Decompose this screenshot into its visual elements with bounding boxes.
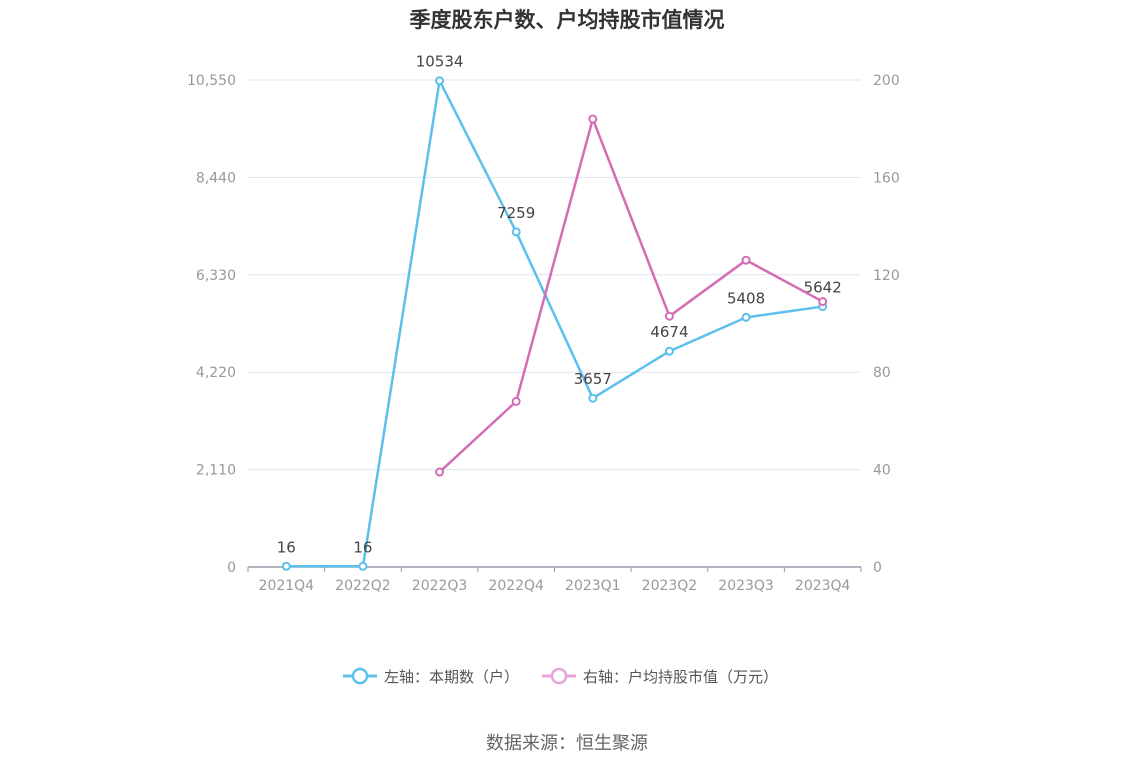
left-axis-tick-label: 0: [227, 560, 236, 576]
avg-holding-value-point: [511, 396, 521, 406]
left-axis-tick-label: 6,330: [196, 268, 236, 284]
right-axis-tick-label: 40: [873, 463, 891, 479]
shareholder-count-point: [358, 561, 368, 571]
avg-holding-value-point: [741, 255, 751, 265]
right-axis-tick-label: 200: [873, 73, 900, 89]
avg-holding-value-point: [818, 297, 828, 307]
left-axis-tick-label: 4,220: [196, 365, 236, 381]
shareholder-count-point: [281, 561, 291, 571]
legend-swatch-marker: [550, 667, 568, 685]
x-axis-tick-label: 2023Q4: [795, 578, 851, 594]
data-source: 数据来源：恒生聚源: [486, 733, 648, 754]
right-axis-tick-label: 0: [873, 560, 882, 576]
shareholder-count-point: [664, 346, 674, 356]
x-axis-tick-label: 2023Q2: [642, 578, 698, 594]
legend-label: 左轴：本期数（户）: [384, 668, 519, 686]
x-axis-tick-label: 2023Q1: [565, 578, 621, 594]
shareholder-count-point: [435, 76, 445, 86]
data-label: 10534: [416, 53, 464, 71]
data-label: 16: [353, 538, 372, 556]
x-axis-tick-label: 2022Q4: [488, 578, 544, 594]
shareholder-count-point: [588, 393, 598, 403]
x-axis-tick-label: 2023Q3: [718, 578, 774, 594]
shareholder-count-point: [511, 227, 521, 237]
data-label: 5408: [727, 289, 765, 307]
legend-label: 右轴：户均持股市值（万元）: [583, 668, 778, 686]
avg-holding-value-line: [438, 117, 824, 473]
data-label: 7259: [497, 204, 535, 222]
right-axis-tick-label: 80: [873, 365, 891, 381]
x-axis-tick-label: 2021Q4: [259, 578, 315, 594]
left-axis-tick-label: 10,550: [187, 73, 236, 89]
avg-holding-value-point: [435, 467, 445, 477]
avg-holding-value-point: [588, 114, 598, 124]
data-label: 3657: [574, 370, 612, 388]
avg-holding-value-point: [664, 311, 674, 321]
x-axis-tick-label: 2022Q3: [412, 578, 468, 594]
left-axis-tick-label: 8,440: [196, 170, 236, 186]
shareholder-count-point: [741, 312, 751, 322]
right-axis-tick-label: 160: [873, 170, 900, 186]
legend-swatch-marker: [351, 667, 369, 685]
shareholder-count-line: [286, 79, 823, 568]
data-label: 5642: [804, 279, 842, 297]
data-label: 16: [277, 538, 296, 556]
left-axis-tick-label: 2,110: [196, 463, 236, 479]
chart-title: 季度股东户数、户均持股市值情况: [409, 8, 725, 32]
right-axis-tick-label: 120: [873, 268, 900, 284]
data-label: 4674: [650, 323, 688, 341]
x-axis-tick-label: 2022Q2: [335, 578, 391, 594]
